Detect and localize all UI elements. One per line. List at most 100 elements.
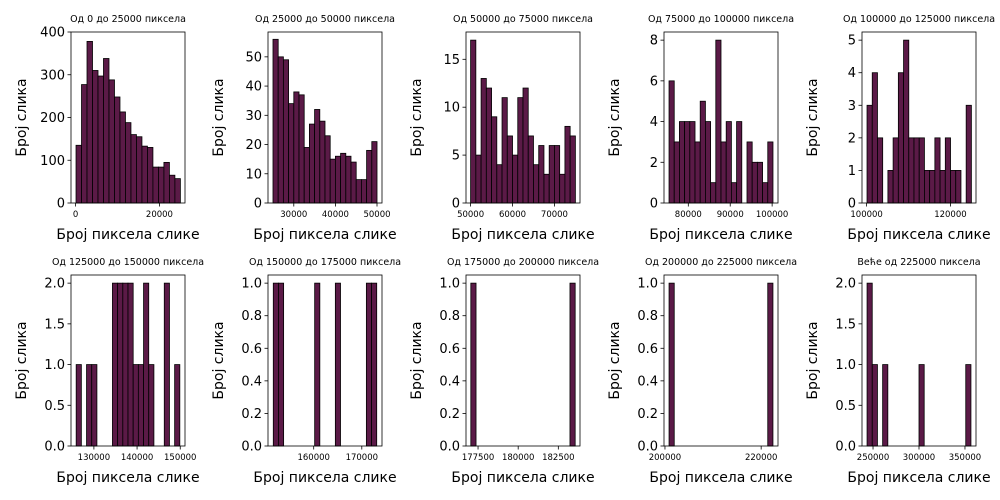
histogram-bar	[866, 104, 873, 204]
x-axis-label: Број пиксела слике	[253, 470, 396, 486]
y-axis-label: Број слика	[409, 321, 425, 399]
histogram-panel: 30000 40000 50000 0 10 20 30 40 50 Од 25000 до 50…	[211, 14, 397, 243]
histogram-bar	[329, 158, 336, 204]
x-tick-label: 0	[73, 210, 78, 220]
histogram-bar	[141, 145, 148, 204]
histogram-bar	[689, 121, 696, 204]
histogram-bar	[86, 41, 93, 204]
y-tick-label: 0	[254, 197, 262, 212]
histogram-panel: 130000 140000 150000 0.0 0.5 1.0 1.5 2.0 Од 1250…	[14, 257, 204, 486]
panel-title: Од 0 до 25000 пиксела	[70, 14, 186, 25]
panel-title: Веће од 225000 пиксела	[857, 257, 980, 268]
histogram-bar	[543, 173, 550, 204]
histogram-bar	[174, 364, 181, 447]
histogram-bar	[710, 182, 717, 204]
histogram-bar	[103, 58, 110, 204]
x-axis-label: Број пиксела слике	[451, 470, 594, 486]
y-tick-label: 0.0	[835, 440, 856, 455]
histogram-bar	[174, 178, 181, 204]
x-tick-label: 50000	[363, 210, 390, 220]
histogram-bar	[282, 59, 289, 204]
x-tick-label: 182500	[542, 453, 574, 463]
y-axis-label: Број слика	[211, 78, 227, 156]
y-tick-label: 6	[650, 74, 658, 89]
x-axis-label: Број пиксела слике	[253, 227, 396, 243]
y-tick-label: 30	[245, 109, 262, 124]
y-tick-label: 0.0	[637, 440, 658, 455]
histogram-bar	[866, 282, 873, 447]
y-tick-label: 4	[848, 66, 856, 81]
x-tick-label: 177500	[462, 453, 494, 463]
x-tick-label: 350000	[949, 453, 981, 463]
histogram-bar	[877, 137, 884, 204]
histogram-bar	[679, 121, 686, 204]
histogram-bar	[751, 161, 758, 204]
histogram-bar	[114, 96, 121, 204]
x-tick-label: 200000	[649, 453, 681, 463]
x-axis-label: Број пиксела слике	[451, 227, 594, 243]
histogram-bar	[152, 166, 159, 204]
x-tick-label: 40000	[322, 210, 349, 220]
histogram-bar	[303, 147, 310, 204]
histogram-bar	[517, 97, 524, 204]
histogram-panel: 160000 170000 0.0 0.2 0.4 0.6 0.8 1.0 Од 150000 …	[211, 257, 401, 486]
histogram-bar	[355, 179, 362, 204]
y-tick-label: 0	[452, 197, 460, 212]
histogram-bar	[871, 72, 878, 204]
x-tick-label: 180000	[502, 453, 534, 463]
histogram-bar	[136, 136, 143, 204]
axes-frame	[70, 274, 186, 447]
axes-frame	[465, 274, 581, 447]
histogram-bar	[892, 137, 899, 204]
panel-title: Од 50000 до 75000 пиксела	[453, 14, 593, 25]
axes-frame	[663, 31, 779, 204]
histogram-bar	[148, 364, 155, 447]
histogram-bar	[548, 145, 555, 204]
histogram-bar	[91, 364, 98, 447]
histogram-bar	[371, 282, 378, 447]
histogram-bar	[117, 282, 124, 447]
y-tick-label: 5	[848, 34, 856, 49]
x-axis-label: Број пиксела слике	[56, 470, 199, 486]
y-tick-label: 0.0	[241, 440, 262, 455]
x-tick-label: 300000	[903, 453, 935, 463]
histogram-bar	[470, 282, 477, 447]
histogram-bar	[75, 144, 82, 204]
histogram-bar	[913, 137, 920, 204]
histogram-bar	[512, 154, 519, 204]
x-tick-label: 50000	[457, 210, 484, 220]
histogram-bar	[81, 84, 88, 204]
histogram-bar	[143, 282, 150, 447]
histogram-bar	[366, 149, 373, 204]
panel-title: Од 25000 до 50000 пиксела	[255, 14, 395, 25]
y-tick-label: 50	[245, 50, 262, 65]
histogram-bar	[132, 364, 139, 447]
histogram-bar	[673, 141, 680, 204]
y-axis-label: Број слика	[211, 321, 227, 399]
x-tick-label: 170000	[346, 453, 378, 463]
histogram-bar	[559, 173, 566, 204]
histogram-bar	[882, 364, 889, 447]
histogram-bar	[361, 179, 368, 204]
x-tick-label: 90000	[717, 210, 744, 220]
histogram-bar	[147, 147, 154, 204]
histogram-bar	[908, 137, 915, 204]
y-axis-label: Број слика	[607, 78, 623, 156]
histogram-bar	[756, 161, 763, 204]
y-tick-label: 0.6	[637, 342, 658, 357]
histogram-bar	[119, 111, 126, 204]
y-tick-label: 2	[650, 156, 658, 171]
histogram-bar	[334, 155, 341, 204]
histogram-bar	[163, 282, 170, 447]
y-tick-label: 0.8	[241, 309, 262, 324]
x-tick-label: 130000	[78, 453, 110, 463]
histogram-bar	[334, 282, 341, 447]
y-axis-label: Број слика	[607, 321, 623, 399]
histogram-bar	[730, 182, 737, 204]
histogram-bar	[272, 282, 279, 447]
histogram-bar	[272, 38, 279, 204]
x-tick-label: 150000	[164, 453, 196, 463]
histogram-bar	[163, 161, 170, 204]
